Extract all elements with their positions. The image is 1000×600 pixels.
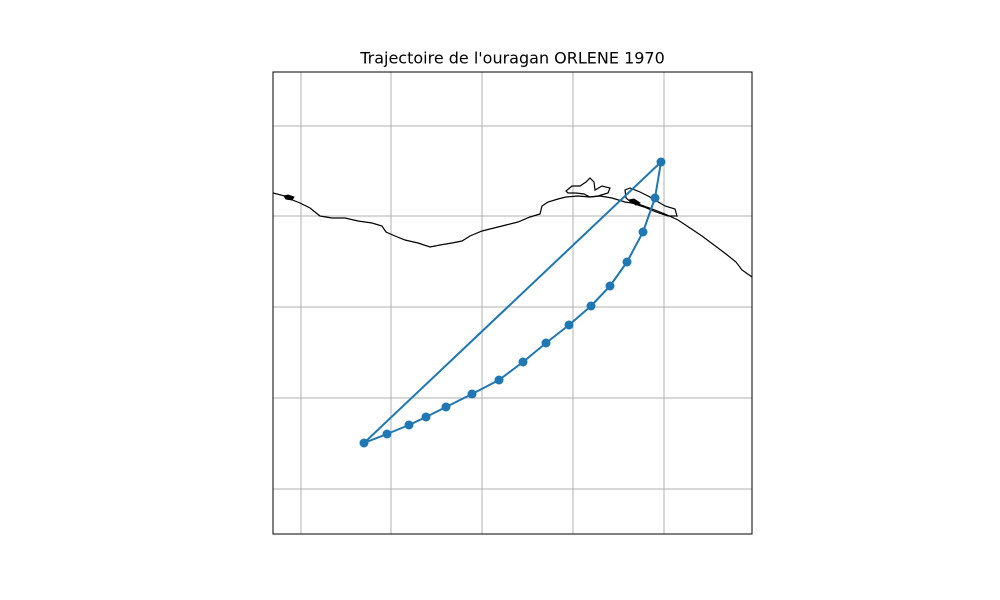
track-point — [586, 301, 596, 311]
coastline — [273, 177, 752, 278]
track-point — [359, 438, 369, 448]
track-point — [541, 338, 551, 348]
track-point — [494, 375, 504, 385]
track-point — [622, 257, 632, 267]
track-point — [564, 320, 574, 330]
gridlines — [273, 72, 752, 534]
track-point — [605, 281, 615, 291]
track-point — [638, 227, 648, 237]
small-island-west — [283, 194, 295, 201]
track-line — [363, 161, 662, 444]
mainland-coast — [273, 192, 752, 278]
track-point — [656, 157, 666, 167]
chart-title: Trajectoire de l'ouragan ORLENE 1970 — [359, 49, 665, 68]
map-frame — [272, 71, 753, 535]
track-point — [518, 357, 528, 367]
track-point — [467, 389, 477, 399]
track-point — [404, 420, 414, 430]
track-point — [650, 193, 660, 203]
peninsula-north — [565, 177, 611, 198]
dark-islet — [627, 198, 641, 206]
track-point — [441, 402, 451, 412]
track-point — [421, 412, 431, 422]
hurricane-track — [359, 157, 666, 448]
map-area — [273, 72, 752, 534]
track-point — [382, 429, 392, 439]
